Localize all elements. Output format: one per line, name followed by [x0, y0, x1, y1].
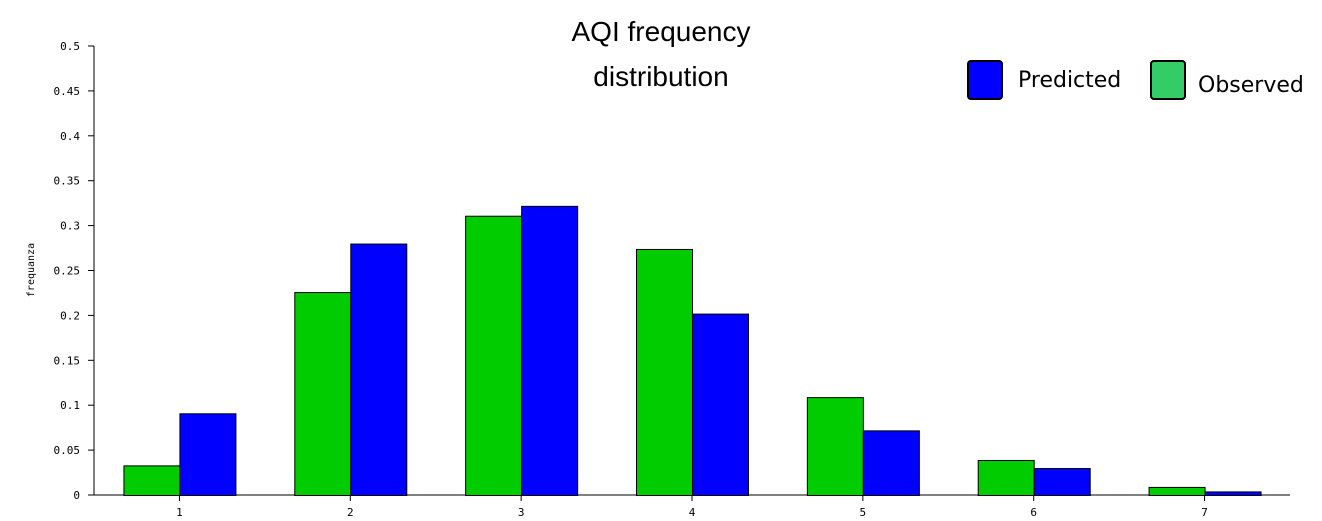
- y-tick-label: 0.3: [60, 220, 80, 233]
- bar-observed-1: [123, 465, 181, 496]
- x-tick-label: 4: [689, 506, 696, 519]
- chart-title-line-2: distribution: [593, 61, 728, 92]
- x-tick-label: 5: [860, 506, 867, 519]
- x-tick-label: 3: [518, 506, 525, 519]
- bar-observed-4: [636, 248, 693, 496]
- bar-predicted-2: [350, 243, 408, 496]
- bar-observed-7: [1148, 486, 1206, 496]
- legend-label-predicted: Predicted: [1018, 68, 1121, 93]
- x-tick-label: 7: [1201, 506, 1208, 519]
- y-tick-label: 0: [73, 489, 80, 502]
- bar-predicted-1: [179, 413, 237, 497]
- chart-title: AQI frequency distribution: [572, 16, 751, 92]
- bar-observed-6: [977, 459, 1035, 496]
- chart-title-line-1: AQI frequency: [572, 16, 751, 47]
- bar-observed-2: [294, 292, 352, 496]
- y-axis: 0 0.05 0.1 0.15 0.2 0.25 0.3 0.35 0.4 0.45 0.5: [54, 40, 95, 502]
- y-tick-label: 0.45: [54, 85, 81, 98]
- x-tick-label: 6: [1030, 506, 1037, 519]
- bar-observed-3: [465, 215, 523, 497]
- y-tick-label: 0.15: [54, 354, 81, 367]
- legend: Predicted Observed: [967, 60, 1304, 100]
- legend-swatch-observed: [1150, 60, 1186, 100]
- x-tick-label: 2: [347, 506, 354, 519]
- legend-label-observed: Observed: [1198, 73, 1304, 98]
- bar-predicted-6: [1033, 468, 1091, 496]
- y-tick-label: 0.5: [60, 40, 80, 53]
- y-tick-label: 0.25: [54, 265, 81, 278]
- bar-predicted-7: [1204, 491, 1262, 496]
- bar-series: [123, 205, 1262, 497]
- y-tick-label: 0.4: [60, 130, 80, 143]
- bar-predicted-4: [692, 313, 749, 496]
- bar-observed-5: [806, 397, 864, 497]
- y-axis-label: frequanza: [26, 243, 37, 297]
- y-tick-label: 0.1: [60, 399, 80, 412]
- bar-predicted-3: [521, 205, 579, 496]
- x-tick-label: 1: [176, 506, 183, 519]
- y-tick-label: 0.35: [54, 175, 81, 188]
- bar-predicted-5: [862, 430, 920, 496]
- y-tick-label: 0.2: [60, 309, 80, 322]
- y-tick-label: 0.05: [54, 444, 81, 457]
- x-axis: 1 2 3 4 5 6 7: [94, 494, 1290, 519]
- legend-swatch-predicted: [967, 60, 1003, 100]
